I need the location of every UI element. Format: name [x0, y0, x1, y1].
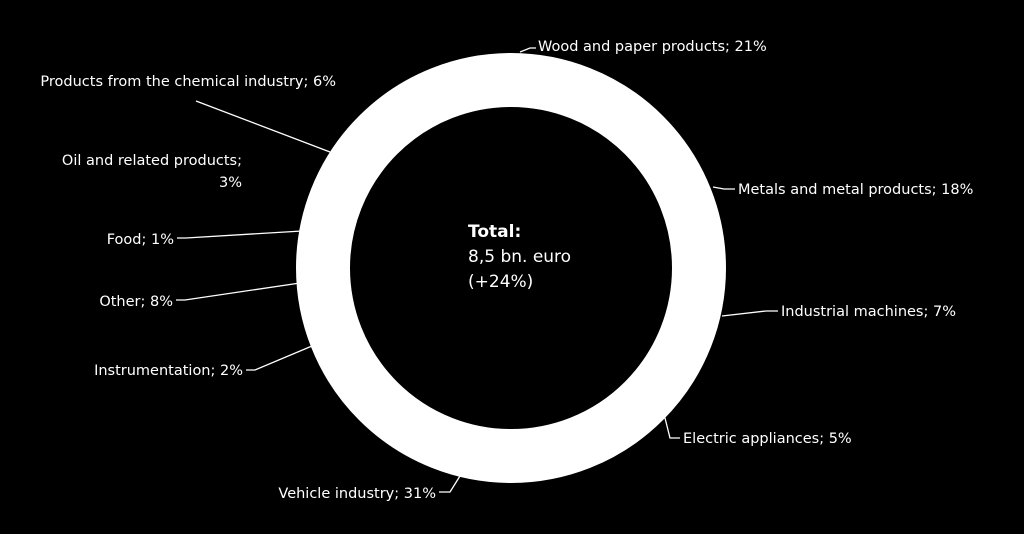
center-value: 8,5 bn. euro: [468, 247, 571, 267]
leader-line: [663, 413, 680, 439]
leader-line: [712, 186, 735, 190]
leader-lines: [176, 47, 778, 493]
center-title: Total:: [468, 222, 521, 242]
donut-ring: [296, 53, 726, 483]
leader-line: [195, 100, 331, 153]
slice-label: Vehicle industry; 31%: [278, 486, 436, 502]
leader-line: [519, 47, 536, 53]
slice-label: Industrial machines; 7%: [781, 304, 956, 320]
slice-label: Products from the chemical industry; 6%: [40, 74, 336, 90]
slice-label: Instrumentation; 2%: [94, 363, 243, 379]
leader-line: [721, 310, 778, 317]
slice-label: Food; 1%: [107, 232, 174, 248]
slice-label: Oil and related products; 3%: [62, 153, 242, 191]
leader-line: [177, 230, 303, 239]
leader-line: [246, 345, 313, 371]
slice-label: Metals and metal products; 18%: [738, 182, 973, 198]
slice-label: Wood and paper products; 21%: [538, 39, 767, 55]
center-change: (+24%): [468, 272, 533, 292]
slice-label: Other; 8%: [99, 294, 173, 310]
leader-line: [176, 282, 301, 301]
slice-label: Electric appliances; 5%: [683, 431, 852, 447]
slice-labels: Wood and paper products; 21% Metals and m…: [40, 39, 973, 502]
leader-line: [439, 475, 461, 493]
